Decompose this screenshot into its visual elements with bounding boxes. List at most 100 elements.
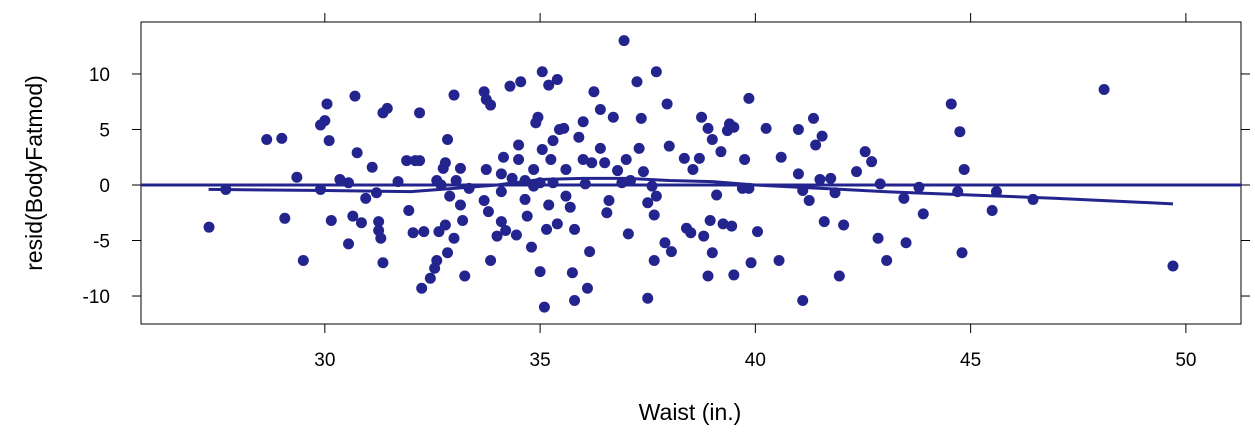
point <box>874 178 886 190</box>
point <box>607 111 619 123</box>
point <box>872 232 884 244</box>
point <box>704 215 716 227</box>
point <box>792 168 804 180</box>
point <box>424 272 436 284</box>
point <box>525 241 537 253</box>
point <box>495 186 507 198</box>
point <box>706 133 718 145</box>
point <box>541 223 553 235</box>
point <box>702 122 714 134</box>
point <box>355 217 367 229</box>
point <box>401 155 413 167</box>
point <box>588 86 600 98</box>
point <box>715 146 727 158</box>
point <box>678 152 690 164</box>
point <box>569 223 581 235</box>
point <box>545 153 557 165</box>
point <box>661 98 673 110</box>
point <box>687 163 699 175</box>
point <box>663 140 675 152</box>
point <box>564 201 576 213</box>
point <box>495 216 507 228</box>
point <box>1027 193 1039 205</box>
point <box>532 111 544 123</box>
point <box>370 187 382 199</box>
point <box>448 89 460 101</box>
point <box>442 133 454 145</box>
point <box>851 166 863 178</box>
point <box>665 246 677 258</box>
point <box>276 132 288 144</box>
x-tick-label: 35 <box>530 350 551 371</box>
y-tick-label: 5 <box>99 120 110 141</box>
point <box>898 192 910 204</box>
point <box>366 161 378 173</box>
point <box>439 219 451 231</box>
point <box>373 216 385 228</box>
point <box>506 172 518 184</box>
point <box>573 131 585 143</box>
point <box>954 126 966 138</box>
point <box>745 257 757 269</box>
point <box>693 152 705 164</box>
y-axis-label: resid(BodyFatmod) <box>21 75 47 271</box>
point <box>485 254 497 266</box>
point <box>454 199 466 211</box>
point <box>616 177 628 189</box>
point <box>601 207 613 219</box>
point <box>810 139 822 151</box>
smooth-line <box>208 176 1174 206</box>
point <box>448 232 460 244</box>
point <box>577 153 589 165</box>
point <box>586 157 598 169</box>
y-tick-label: -5 <box>93 232 110 253</box>
point <box>528 163 540 175</box>
point <box>881 254 893 266</box>
point <box>599 157 611 169</box>
point <box>625 175 637 187</box>
point <box>319 115 331 127</box>
point <box>618 35 630 47</box>
point <box>439 157 451 169</box>
point <box>633 142 645 154</box>
point <box>620 153 632 165</box>
point <box>622 228 634 240</box>
point <box>760 122 772 134</box>
point <box>866 156 878 168</box>
point <box>551 74 563 86</box>
point <box>321 98 333 110</box>
point <box>797 294 809 306</box>
point <box>803 195 815 207</box>
point <box>642 292 654 304</box>
point <box>945 98 957 110</box>
point <box>594 103 606 115</box>
point <box>480 163 492 175</box>
point <box>752 226 764 238</box>
point <box>536 143 548 155</box>
point <box>360 192 372 204</box>
point <box>521 210 533 222</box>
point <box>454 162 466 174</box>
point <box>702 270 714 282</box>
x-tick-label: 30 <box>314 350 335 371</box>
point <box>543 79 555 91</box>
point <box>814 173 826 185</box>
point <box>538 301 550 313</box>
point <box>739 153 751 165</box>
point <box>560 190 572 202</box>
point <box>560 163 572 175</box>
point <box>900 237 912 249</box>
point <box>392 176 404 188</box>
point <box>956 247 968 259</box>
point <box>650 190 662 202</box>
plot-frame <box>140 21 1242 325</box>
x-tick-label: 40 <box>745 350 766 371</box>
point <box>291 171 303 183</box>
point <box>377 257 389 269</box>
point <box>513 153 525 165</box>
point <box>717 218 729 230</box>
y-tick-label: -10 <box>83 287 110 308</box>
point <box>442 247 454 259</box>
point <box>513 139 525 151</box>
point <box>482 206 494 218</box>
